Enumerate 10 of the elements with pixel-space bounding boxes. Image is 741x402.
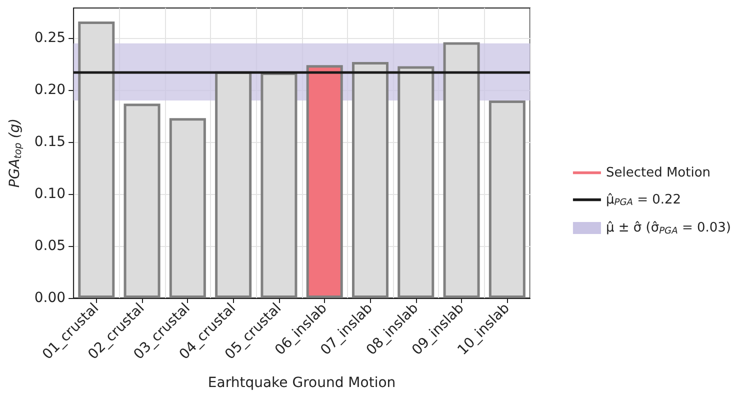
y-tick-label: 0.25 — [34, 30, 66, 46]
y-tick-label: 0.20 — [34, 82, 66, 98]
bar — [306, 65, 343, 298]
y-tick-label: 0.00 — [34, 290, 66, 306]
legend-label: Selected Motion — [606, 165, 711, 180]
y-tick-label: 0.10 — [34, 186, 66, 202]
y-axis-title: PGAtop (g) — [7, 118, 24, 188]
y-tick-label: 0.15 — [34, 134, 66, 150]
x-axis-title: Earhtquake Ground Motion — [208, 375, 396, 391]
y-tick-label: 0.05 — [34, 238, 66, 254]
